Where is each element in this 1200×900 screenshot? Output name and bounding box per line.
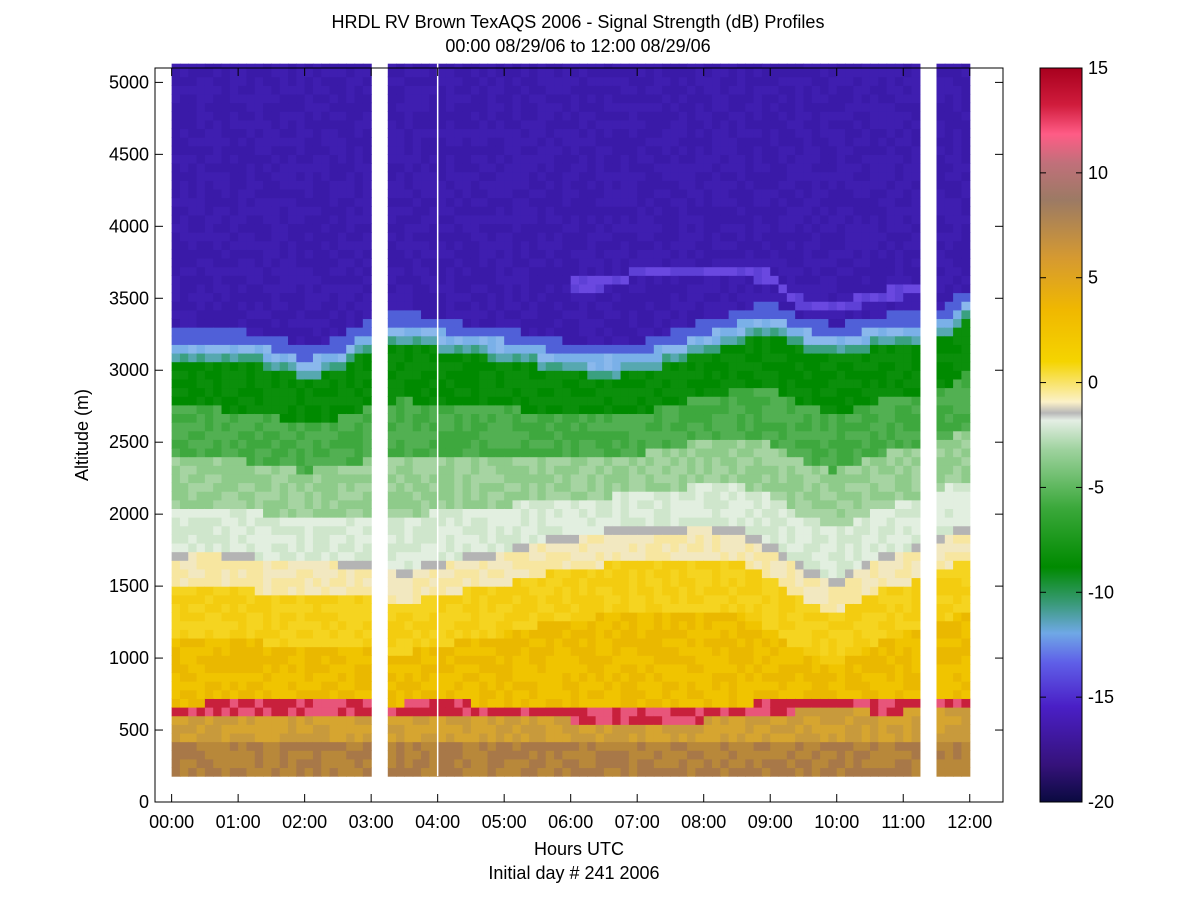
heatmap-area [171,63,971,777]
colorbar-tick-label: -5 [1088,477,1104,497]
y-tick-label: 5000 [109,72,149,92]
y-tick-label: 500 [119,720,149,740]
colorbar-tick-label: 0 [1088,373,1098,393]
x-axis-sublabel: Initial day # 241 2006 [488,863,659,883]
x-tick-label: 07:00 [615,812,660,832]
x-axis: 00:00 01:00 02:00 03:00 04:00 05:00 06:00 07:00… [149,68,992,832]
x-tick-label: 02:00 [282,812,327,832]
chart-subtitle: 00:00 08/29/06 to 12:00 08/29/06 [445,36,710,56]
y-tick-label: 4000 [109,216,149,236]
colorbar-tick-label: 10 [1088,163,1108,183]
y-tick-label: 2000 [109,504,149,524]
y-tick-label: 3000 [109,360,149,380]
y-axis-label: Altitude (m) [72,389,92,481]
colorbar-tick-label: -20 [1088,792,1114,812]
y-tick-label: 4500 [109,144,149,164]
y-tick-label: 0 [139,792,149,812]
y-tick-label: 1500 [109,576,149,596]
y-tick-label: 3500 [109,288,149,308]
y-axis: 0 500 1000 1500 2000 2500 3000 3500 4000 4500 5000 [109,72,1003,812]
x-tick-label: 12:00 [947,812,992,832]
x-tick-label: 01:00 [216,812,261,832]
colorbar-tick-label: -10 [1088,582,1114,602]
colorbar [1039,67,1083,803]
colorbar-tick-label: 5 [1088,268,1098,288]
chart-title: HRDL RV Brown TexAQS 2006 - Signal Stren… [332,12,825,32]
x-tick-label: 08:00 [681,812,726,832]
y-tick-label: 1000 [109,648,149,668]
x-tick-label: 11:00 [881,812,925,832]
colorbar-tick-label: 15 [1088,58,1108,78]
y-tick-label: 2500 [109,432,149,452]
x-tick-label: 04:00 [415,812,460,832]
x-tick-label: 06:00 [548,812,593,832]
plot-frame [154,67,1004,803]
x-tick-label: 10:00 [814,812,859,832]
x-tick-label: 03:00 [349,812,394,832]
x-tick-label: 09:00 [748,812,793,832]
x-axis-label: Hours UTC [534,839,624,859]
colorbar-axis: 15 10 5 0 -5 -10 -15 -20 [1040,58,1114,812]
x-tick-label: 05:00 [482,812,527,832]
colorbar-tick-label: -15 [1088,687,1114,707]
x-tick-label: 00:00 [149,812,194,832]
